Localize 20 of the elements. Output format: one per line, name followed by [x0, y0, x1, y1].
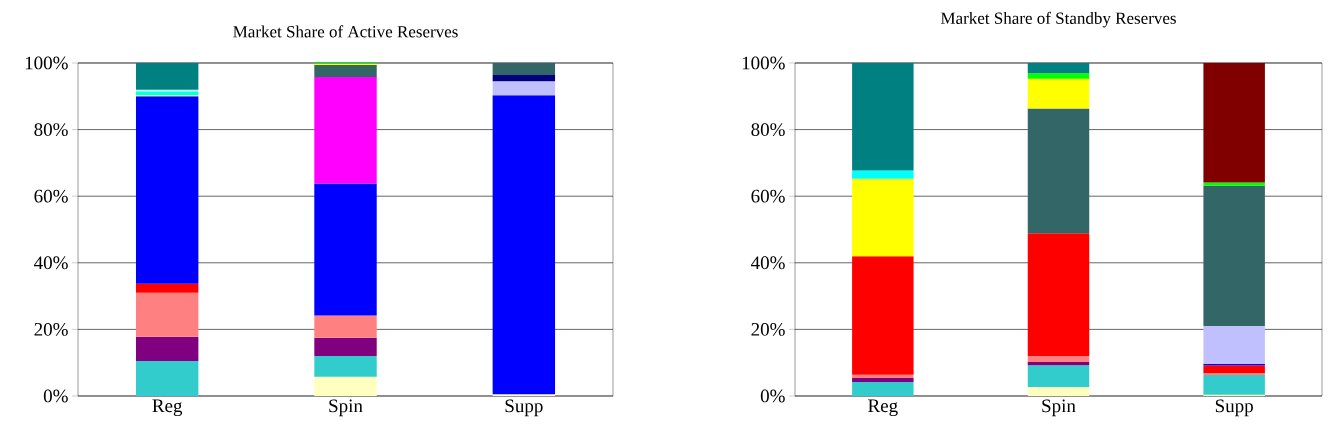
y-tick-label: 20% — [751, 322, 785, 336]
y-tick-label: 60% — [751, 189, 785, 203]
x-tick-label: Spin — [329, 399, 363, 417]
y-tick-label: 100% — [742, 56, 785, 70]
chart-title: Market Share of Active Reserves — [233, 25, 458, 38]
y-tick-label: 0% — [760, 389, 785, 403]
y-tick-label: 40% — [34, 256, 68, 270]
y-tick-label: 40% — [751, 256, 785, 270]
x-tick-label: Reg — [868, 399, 898, 417]
x-tick-label: Supp — [1215, 399, 1253, 417]
y-tick-label: 0% — [43, 389, 68, 403]
x-tick-label: Supp — [505, 399, 543, 417]
chart-title: Market Share of Standby Reserves — [940, 11, 1176, 28]
y-tick-label: 100% — [25, 56, 68, 70]
x-tick-label: Reg — [152, 399, 183, 417]
y-tick-label: 60% — [34, 189, 68, 203]
x-tick-label: Spin — [1042, 399, 1076, 417]
y-tick-label: 20% — [34, 322, 68, 336]
y-tick-label: 80% — [751, 123, 785, 137]
y-tick-label: 80% — [34, 123, 68, 137]
